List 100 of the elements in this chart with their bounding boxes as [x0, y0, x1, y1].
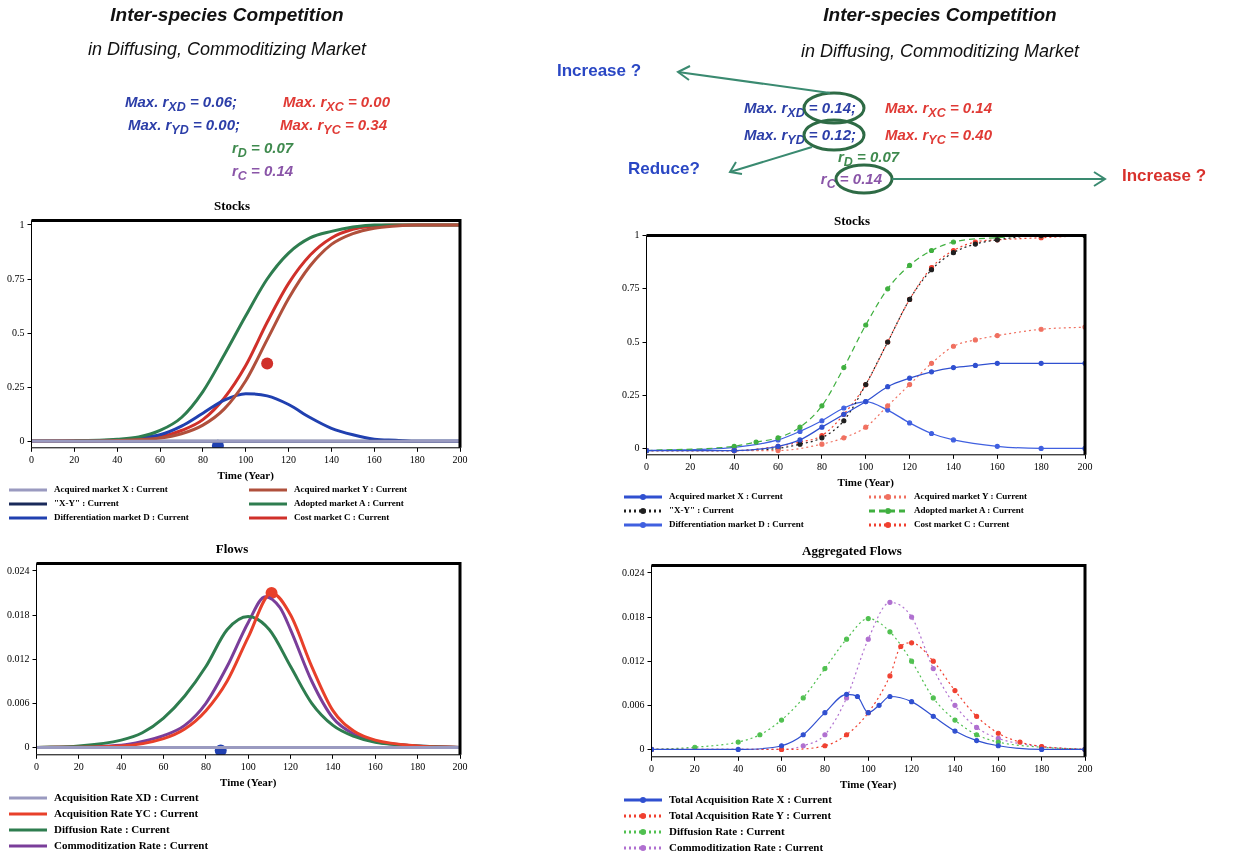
- text: Max. r$_{YC}$ = 0.40: [885, 126, 993, 147]
- x-tick-label: 160: [366, 454, 382, 466]
- x-tick-label: 60: [776, 763, 787, 775]
- x-tick-label: 180: [410, 761, 426, 773]
- y-tick-label: 0: [639, 743, 645, 755]
- x-tick-label: 80: [200, 761, 211, 773]
- legend-label: Acquired market Y : Current: [294, 483, 407, 496]
- x-tick-label: 180: [1033, 461, 1049, 473]
- text: Max. r$_{YD}$ = 0.00;: [128, 116, 241, 137]
- y-tick-label: 0: [19, 434, 25, 446]
- text: r$_{C}$ = 0.14: [232, 161, 294, 185]
- y-tick-label: 0.006: [622, 698, 645, 710]
- x-tick-label: 120: [902, 461, 918, 473]
- x-axis-title: Time (Year): [217, 469, 275, 483]
- x-axis-title: Time (Year): [837, 476, 895, 490]
- y-tick-label: 0.018: [7, 608, 30, 620]
- y-tick-label: 0.012: [7, 652, 30, 664]
- x-tick-label: 20: [73, 761, 84, 773]
- text: Max. r$_{XD}$ = 0.06;: [125, 93, 238, 114]
- x-tick-label: 160: [990, 763, 1006, 775]
- x-tick-label: 160: [989, 461, 1005, 473]
- x-axis-title: Time (Year): [220, 776, 277, 790]
- legend-label: Acquired market Y : Current: [914, 490, 1027, 503]
- x-tick-label: 200: [1077, 461, 1093, 473]
- x-tick-label: 40: [729, 461, 740, 473]
- x-tick-label: 140: [323, 454, 339, 466]
- x-tick-label: 40: [733, 763, 744, 775]
- y-tick-label: 0.018: [622, 610, 645, 622]
- text: r$_{D}$ = 0.07: [838, 148, 900, 169]
- x-tick-label: 80: [816, 461, 827, 473]
- legend-label: Commoditization Rate : Current: [54, 838, 209, 853]
- x-tick-label: 60: [158, 761, 169, 773]
- legend-label: Acquisition Rate YC : Current: [54, 806, 199, 821]
- text: r$_{D}$ = 0.07: [232, 139, 294, 160]
- legend-label: Total Acquisition Rate X : Current: [669, 792, 832, 807]
- chart-title: Stocks: [833, 213, 871, 229]
- x-tick-label: 60: [773, 461, 784, 473]
- legend-label: "X-Y" : Current: [54, 497, 119, 510]
- text: Inter-species Competition: [822, 4, 1058, 26]
- legend-label: "X-Y" : Current: [669, 504, 734, 517]
- x-tick-label: 120: [904, 763, 920, 775]
- y-tick-label: 0.024: [622, 566, 645, 578]
- y-tick-label: 0.5: [12, 326, 25, 338]
- x-tick-label: 20: [689, 763, 700, 775]
- text: Reduce?: [628, 158, 700, 180]
- y-tick-label: 0: [24, 741, 30, 753]
- y-tick-label: 0: [634, 442, 640, 454]
- x-tick-label: 160: [367, 761, 383, 773]
- x-tick-label: 200: [1077, 763, 1093, 775]
- x-tick-label: 100: [238, 454, 254, 466]
- text: in Diffusing, Commoditizing Market: [86, 38, 368, 60]
- y-tick-label: 1: [19, 218, 25, 230]
- y-tick-label: 0.75: [622, 282, 640, 294]
- legend-label: Commoditization Rate : Current: [669, 840, 824, 855]
- x-tick-label: 180: [409, 454, 425, 466]
- x-tick-label: 80: [819, 763, 830, 775]
- chart-title: Stocks: [213, 198, 251, 214]
- x-tick-label: 20: [685, 461, 696, 473]
- chart-title: Aggregated Flows: [802, 543, 902, 559]
- x-tick-label: 200: [452, 761, 468, 773]
- text: Inter-species Competition: [109, 4, 345, 26]
- text: r$_{C}$ = 0.14: [820, 169, 882, 193]
- x-tick-label: 20: [69, 454, 80, 466]
- x-axis-title: Time (Year): [840, 778, 897, 792]
- x-tick-label: 140: [947, 763, 963, 775]
- text: Max. r$_{XC}$ = 0.14: [885, 98, 993, 122]
- legend-label: Acquired market X : Current: [54, 483, 168, 496]
- legend-label: Adopted market A : Current: [914, 504, 1024, 517]
- text: Max. r$_{XC}$ = 0.00: [283, 93, 391, 114]
- legend-label: Differentiation market D : Current: [54, 511, 189, 524]
- y-tick-label: 1: [634, 229, 640, 241]
- x-tick-label: 200: [452, 454, 468, 466]
- text: Increase ?: [1122, 165, 1207, 187]
- legend-label: Cost market C : Current: [914, 518, 1010, 531]
- text: Increase ?: [557, 60, 642, 82]
- legend-label: Cost market C : Current: [294, 511, 390, 524]
- x-tick-label: 40: [112, 454, 123, 466]
- y-tick-label: 0.5: [627, 335, 640, 347]
- y-tick-label: 0.006: [7, 696, 30, 708]
- legend-label: Diffusion Rate : Current: [54, 822, 170, 837]
- text: Max. r$_{YC}$ = 0.34: [280, 116, 388, 137]
- x-tick-label: 0: [34, 761, 39, 773]
- y-tick-label: 0.024: [7, 564, 30, 576]
- x-tick-label: 0: [649, 763, 654, 775]
- legend-label: Adopted market A : Current: [294, 497, 404, 510]
- legend-label: Differentiation market D : Current: [669, 518, 804, 531]
- x-tick-label: 60: [155, 454, 166, 466]
- x-tick-label: 140: [945, 461, 961, 473]
- x-tick-label: 80: [197, 454, 208, 466]
- chart-title: Flows: [215, 541, 249, 557]
- text: in Diffusing, Commoditizing Market: [799, 40, 1081, 62]
- y-tick-label: 0.25: [622, 388, 640, 400]
- y-tick-label: 0.75: [7, 272, 25, 284]
- text: Max. r$_{XD}$ = 0.14;: [743, 98, 856, 122]
- y-tick-label: 0.25: [7, 380, 25, 392]
- x-tick-label: 120: [283, 761, 299, 773]
- x-tick-label: 100: [860, 763, 876, 775]
- legend-label: Acquisition Rate XD : Current: [54, 790, 199, 805]
- x-tick-label: 180: [1034, 763, 1050, 775]
- legend-label: Total Acquisition Rate Y : Current: [669, 808, 832, 823]
